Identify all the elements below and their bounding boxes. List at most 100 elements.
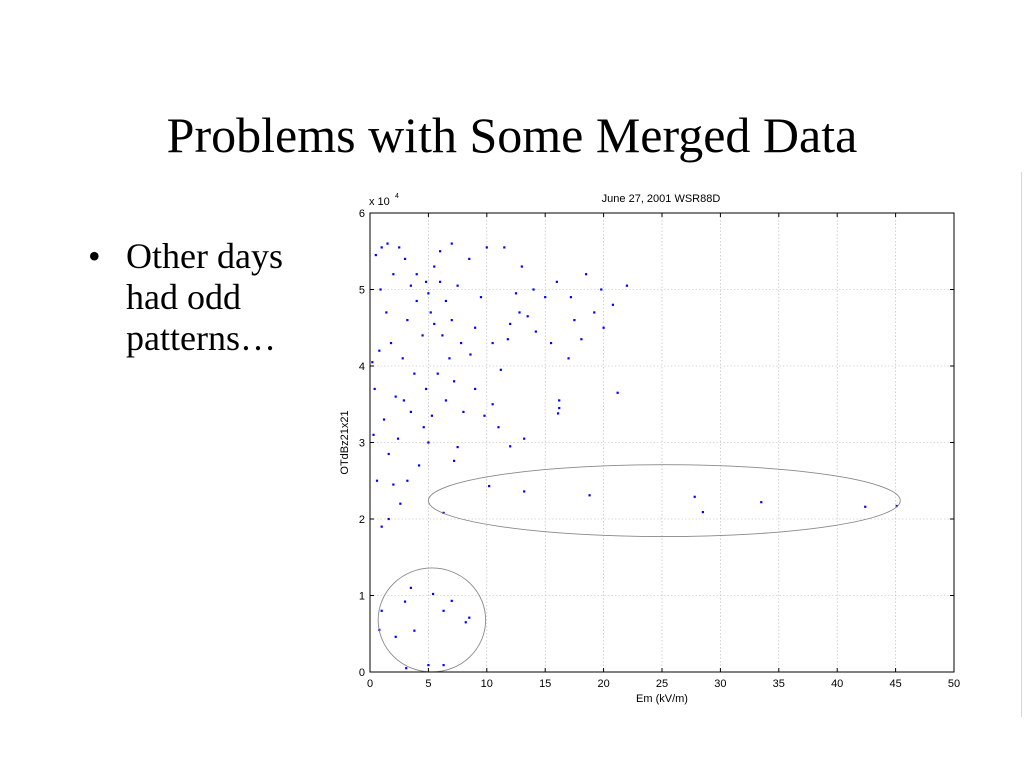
data-point bbox=[396, 437, 400, 440]
bullet-line: patterns… bbox=[126, 318, 276, 358]
data-point bbox=[514, 292, 518, 295]
data-point bbox=[462, 410, 465, 413]
data-point bbox=[499, 368, 502, 371]
data-point bbox=[382, 418, 386, 421]
y-tick-label: 3 bbox=[359, 438, 365, 450]
data-point bbox=[409, 284, 412, 287]
data-point bbox=[456, 284, 459, 287]
data-point bbox=[588, 494, 591, 497]
data-point bbox=[520, 265, 523, 268]
data-point bbox=[392, 483, 395, 486]
data-point bbox=[497, 426, 500, 429]
data-point bbox=[380, 609, 383, 612]
data-point bbox=[406, 319, 409, 322]
x-tick-label: 25 bbox=[656, 678, 668, 690]
x-tick-label: 40 bbox=[831, 678, 843, 690]
data-point bbox=[444, 399, 448, 402]
y-multiplier-exponent: 4 bbox=[395, 193, 399, 200]
data-point bbox=[450, 242, 453, 245]
grid bbox=[370, 213, 954, 672]
data-point bbox=[491, 403, 494, 406]
data-point bbox=[544, 296, 547, 299]
data-point bbox=[474, 387, 477, 391]
data-point bbox=[611, 303, 615, 306]
data-point bbox=[409, 586, 412, 589]
data-point bbox=[523, 490, 526, 493]
data-point bbox=[403, 600, 407, 603]
bullet-dot: • bbox=[88, 236, 101, 276]
data-point bbox=[456, 445, 459, 449]
bullet-line: Other days bbox=[126, 236, 283, 276]
x-axis-label: Em (kV/m) bbox=[636, 693, 688, 705]
data-point bbox=[399, 502, 402, 505]
y-tick-label: 5 bbox=[359, 285, 365, 297]
data-point bbox=[371, 361, 374, 364]
data-point bbox=[448, 357, 451, 360]
data-point bbox=[485, 246, 488, 249]
x-tick-label: 5 bbox=[425, 678, 431, 690]
data-point bbox=[558, 406, 561, 410]
data-point bbox=[555, 280, 558, 283]
data-point bbox=[389, 341, 393, 345]
bullet-item: • Other days had odd patterns… bbox=[88, 236, 338, 359]
data-point bbox=[421, 334, 424, 337]
data-point bbox=[468, 616, 471, 619]
data-point bbox=[864, 505, 867, 508]
data-point bbox=[469, 353, 472, 356]
x-tick-label: 20 bbox=[597, 678, 609, 690]
data-point bbox=[450, 599, 453, 602]
data-point bbox=[436, 372, 439, 375]
data-points bbox=[371, 242, 898, 670]
data-point bbox=[442, 664, 445, 667]
data-point bbox=[442, 609, 445, 612]
data-point bbox=[450, 319, 453, 322]
data-point bbox=[556, 412, 560, 415]
data-point bbox=[427, 441, 430, 444]
data-point bbox=[379, 288, 382, 291]
data-point bbox=[760, 501, 763, 504]
data-point bbox=[386, 242, 389, 245]
data-point bbox=[413, 372, 416, 375]
data-point bbox=[523, 437, 526, 440]
data-point bbox=[431, 592, 435, 596]
x-tick-label: 35 bbox=[773, 678, 785, 690]
y-tick-label: 6 bbox=[359, 208, 365, 220]
x-tick-label: 0 bbox=[367, 678, 373, 690]
data-point bbox=[479, 296, 483, 299]
data-point bbox=[433, 322, 436, 326]
x-tick-label: 15 bbox=[539, 678, 551, 690]
data-point bbox=[380, 525, 383, 528]
data-point bbox=[693, 495, 696, 498]
data-point bbox=[387, 452, 390, 456]
data-point bbox=[438, 280, 442, 283]
y-tick-label: 1 bbox=[359, 591, 365, 603]
data-point bbox=[394, 635, 397, 638]
data-point bbox=[427, 292, 430, 295]
data-point bbox=[392, 273, 395, 276]
data-point bbox=[701, 511, 704, 514]
data-point bbox=[895, 504, 898, 508]
data-point bbox=[602, 326, 605, 329]
y-tick-label: 4 bbox=[359, 361, 365, 373]
figure-border bbox=[1021, 172, 1022, 717]
data-point bbox=[387, 517, 390, 521]
data-point bbox=[372, 433, 375, 436]
y-axis-label: OTdBz21x21 bbox=[339, 410, 351, 474]
data-point bbox=[373, 387, 376, 391]
data-point bbox=[526, 315, 529, 318]
data-point bbox=[558, 399, 561, 402]
data-point bbox=[415, 273, 418, 276]
data-point bbox=[625, 284, 629, 287]
data-point bbox=[464, 621, 467, 624]
data-point bbox=[405, 667, 408, 670]
plot-frame bbox=[369, 212, 955, 673]
data-point bbox=[424, 387, 428, 391]
data-point bbox=[444, 299, 448, 303]
data-point bbox=[413, 629, 416, 632]
data-point bbox=[600, 288, 603, 291]
bullet-list: • Other days had odd patterns… bbox=[88, 236, 338, 359]
data-point bbox=[380, 246, 383, 249]
data-point bbox=[438, 250, 442, 253]
annotation-ellipse bbox=[427, 464, 901, 538]
